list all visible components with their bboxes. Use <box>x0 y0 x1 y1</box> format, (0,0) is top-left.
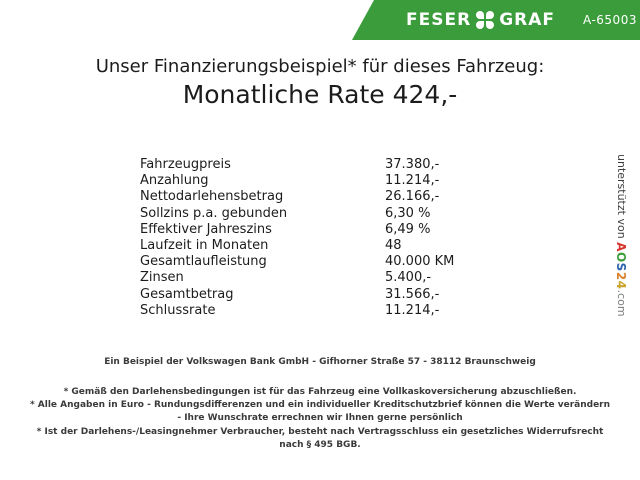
row-value: 48 <box>385 237 402 253</box>
table-row: Fahrzeugpreis 37.380,- <box>140 157 454 173</box>
disclaimer-line: * Alle Angaben in Euro - Rundungsdiffere… <box>29 400 611 411</box>
supported-by-text: unterstützt von <box>615 154 628 243</box>
finance-table: Fahrzeugpreis 37.380,- Anzahlung 11.214,- Ne… <box>140 157 454 319</box>
row-label: Sollzins p.a. gebunden <box>140 205 288 221</box>
clover-x-icon <box>476 11 495 29</box>
logo-text-left: FESER <box>406 10 472 30</box>
dealer-code: A-65003 <box>583 13 637 27</box>
brand-letter: O <box>614 251 628 263</box>
row-label: Zinsen <box>140 270 184 286</box>
disclaimer-line: * Gemäß den Darlehensbedingungen ist für… <box>63 387 577 397</box>
row-label: Anzahlung <box>140 173 209 189</box>
row-value: 5.400,- <box>385 270 432 286</box>
table-row: Zinsen 5.400,- <box>140 270 454 286</box>
page-title: Unser Finanzierungsbeispiel* für dieses … <box>95 56 545 77</box>
row-value: 40.000 KM <box>385 254 455 270</box>
supported-by-note: unterstützt von AOS24.com <box>614 154 628 317</box>
row-label: Laufzeit in Monaten <box>140 237 269 253</box>
row-value: 11.214,- <box>385 173 440 189</box>
row-value: 6,30 % <box>385 205 431 221</box>
disclaimer-block: * Gemäß den Darlehensbedingungen ist für… <box>0 386 640 452</box>
row-label: Gesamtbetrag <box>140 286 234 302</box>
table-row: Anzahlung 11.214,- <box>140 173 454 189</box>
table-row: Gesamtbetrag 31.566,- <box>140 287 454 303</box>
table-row: Nettodarlehensbetrag 26.166,- <box>140 189 454 205</box>
row-label: Gesamtlaufleistung <box>140 254 267 270</box>
row-label: Fahrzeugpreis <box>140 157 231 172</box>
table-row: Gesamtlaufleistung 40.000 KM <box>140 254 454 270</box>
logo-text-right: GRAF <box>499 10 556 30</box>
row-value: 31.566,- <box>385 286 440 302</box>
table-row: Effektiver Jahreszins 6,49 % <box>140 222 454 238</box>
row-label: Nettodarlehensbetrag <box>140 189 284 205</box>
row-value: 37.380,- <box>385 157 440 172</box>
bank-address-line: Ein Beispiel der Volkswagen Bank GmbH - … <box>104 357 536 367</box>
aos24-domain-suffix: .com <box>615 289 628 317</box>
aos24-logo: AOS24 <box>614 242 628 289</box>
row-label: Effektiver Jahreszins <box>140 221 272 237</box>
disclaimer-line: nach § 495 BGB. <box>279 439 361 450</box>
title-block: Unser Finanzierungsbeispiel* für dieses … <box>0 56 640 109</box>
brand-letter: A <box>614 242 628 252</box>
disclaimer-line: * Ist der Darlehens-/Leasingnehmer Verbr… <box>36 426 604 437</box>
row-value: 6,49 % <box>385 221 431 237</box>
row-value: 11.214,- <box>385 302 440 318</box>
brand-letter: 4 <box>614 280 628 290</box>
header-banner: FESER GRAF A-65003 <box>352 0 640 40</box>
disclaimer-line: - Ihre Wunschrate errechnen wir Ihnen ge… <box>177 413 463 424</box>
monthly-rate-headline: Monatliche Rate 424,- <box>182 80 458 109</box>
row-label: Schlussrate <box>140 302 216 318</box>
row-value: 26.166,- <box>385 189 440 205</box>
table-row: Laufzeit in Monaten 48 <box>140 238 454 254</box>
table-row: Sollzins p.a. gebunden 6,30 % <box>140 206 454 222</box>
brand-letter: 2 <box>614 271 628 281</box>
feser-graf-logo: FESER GRAF <box>406 10 555 30</box>
table-row: Schlussrate 11.214,- <box>140 303 454 319</box>
brand-letter: S <box>614 262 628 272</box>
